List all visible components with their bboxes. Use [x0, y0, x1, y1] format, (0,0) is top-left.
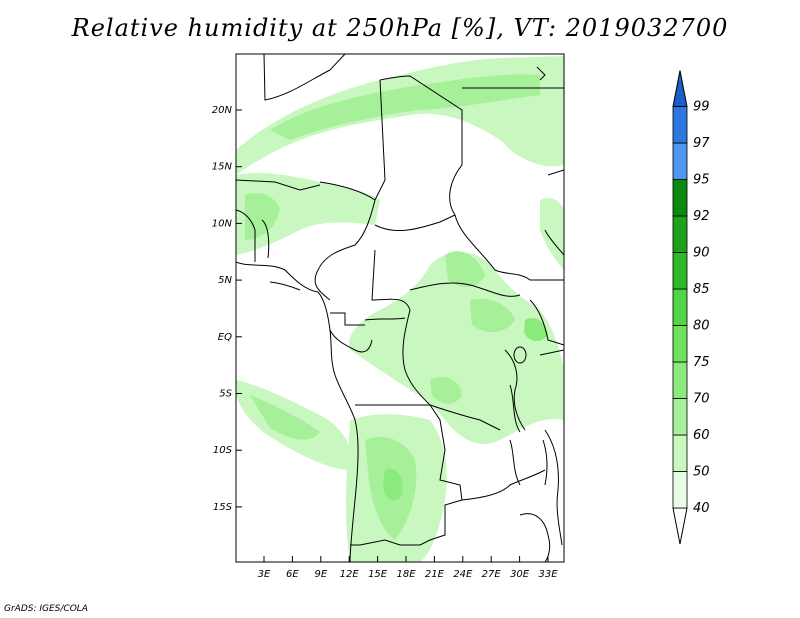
- colorbar-segment: [672, 325, 688, 363]
- lon-tick-label: 27E: [482, 569, 502, 580]
- colorbar-label: 90: [693, 246, 710, 261]
- colorbar-high-arrow: [672, 70, 688, 107]
- lat-tick-label: 15S: [213, 502, 233, 513]
- lon-tick-label: 6E: [286, 569, 299, 580]
- colorbar-label: 80: [693, 319, 710, 334]
- colorbar-label: 60: [693, 428, 710, 443]
- map-title: Relative humidity at 250hPa [%], VT: 201…: [71, 14, 729, 42]
- colorbar-segment: [672, 398, 688, 436]
- colorbar-low-arrow: [672, 507, 688, 545]
- colorbar-segment: [672, 288, 688, 326]
- colorbar-segment: [672, 106, 688, 144]
- colorbar-label: 40: [693, 501, 710, 516]
- lon-tick-label: 12E: [340, 569, 360, 580]
- lat-tick-label: EQ: [218, 332, 232, 343]
- credit-label: GrADS: IGES/COLA: [4, 604, 88, 614]
- longitude-axis: 3E 6E 9E 12E 15E 18E 21E 24E 27E 30E 33E: [258, 556, 558, 580]
- lat-tick-label: 5S: [219, 389, 232, 400]
- colorbar-segment: [672, 142, 688, 180]
- lat-tick-label: 15N: [212, 162, 233, 173]
- colorbar-segment: [672, 179, 688, 217]
- lon-tick-label: 3E: [258, 569, 271, 580]
- colorbar-label: 70: [693, 392, 710, 407]
- lon-tick-label: 33E: [538, 569, 558, 580]
- colorbar-segment: [672, 215, 688, 253]
- latitude-axis: 20N 15N 10N 5N EQ 5S 10S 15S: [212, 105, 242, 513]
- lat-tick-label: 5N: [218, 275, 232, 286]
- colorbar-label: 50: [693, 465, 710, 480]
- lon-tick-label: 9E: [314, 569, 327, 580]
- lon-tick-label: 21E: [425, 569, 445, 580]
- lon-tick-label: 30E: [510, 569, 530, 580]
- lat-tick-label: 20N: [212, 105, 233, 116]
- lake-outlines: [509, 66, 548, 486]
- colorbar-segment: [672, 252, 688, 290]
- colorbar-label: 95: [693, 173, 710, 188]
- lon-tick-label: 24E: [453, 569, 473, 580]
- lon-tick-label: 18E: [396, 569, 416, 580]
- humidity-field: [236, 56, 564, 562]
- country-borders: [236, 54, 564, 562]
- colorbar-label: 75: [693, 355, 710, 370]
- colorbar-label: 92: [693, 209, 710, 224]
- map-frame: [235, 53, 565, 563]
- colorbar-segment: [672, 361, 688, 399]
- lat-tick-label: 10S: [213, 445, 233, 456]
- lon-tick-label: 15E: [368, 569, 388, 580]
- colorbar-segment: [672, 471, 688, 509]
- colorbar-label: 85: [693, 282, 710, 297]
- colorbar-label: 97: [693, 136, 710, 151]
- colorbar: 40 50 60 70 75 80 85 90 92 95 97 99: [672, 70, 710, 545]
- colorbar-label: 99: [693, 100, 710, 115]
- colorbar-segment: [672, 434, 688, 472]
- lat-tick-label: 10N: [212, 218, 233, 229]
